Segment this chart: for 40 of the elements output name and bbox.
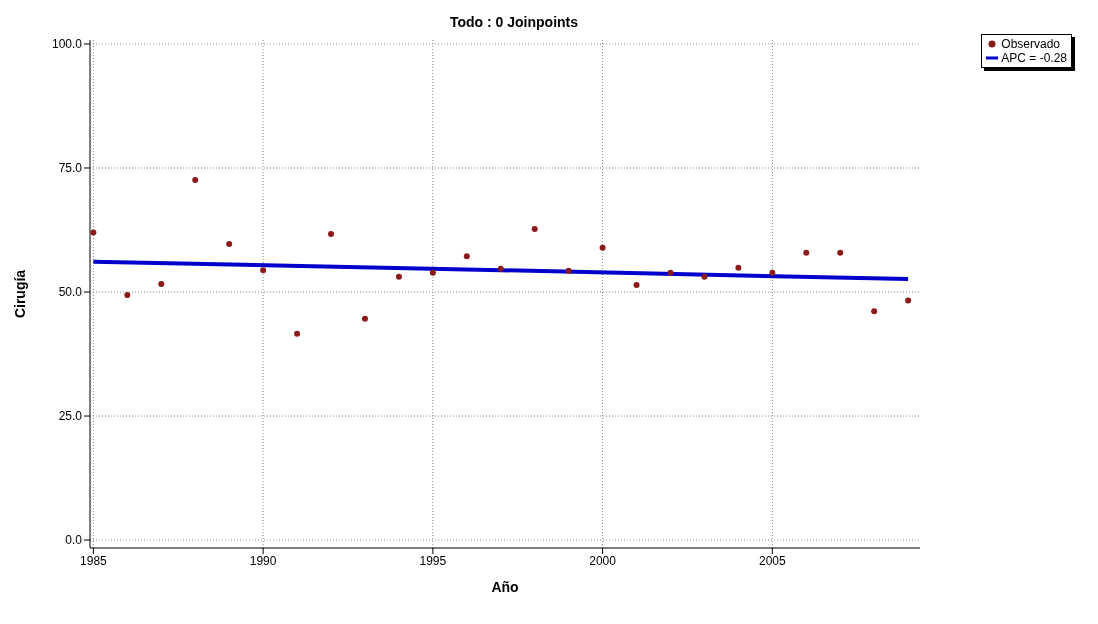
- y-tick-label: 50.0: [58, 285, 83, 300]
- point: [905, 297, 912, 304]
- x-axis-title: Año: [491, 579, 519, 595]
- y-tick-label: 75.0: [58, 161, 83, 176]
- point: [328, 230, 335, 237]
- legend-label: Observado: [1001, 37, 1060, 51]
- x-tick-label: 2005: [758, 553, 786, 568]
- point: [769, 269, 776, 276]
- point: [463, 253, 470, 260]
- y-tick-label: 25.0: [58, 409, 83, 424]
- point: [429, 269, 436, 276]
- point: [599, 244, 606, 251]
- legend-label: APC = -0.28: [1001, 51, 1067, 65]
- y-axis-title: Cirugía: [11, 269, 28, 319]
- point: [90, 229, 97, 236]
- point: [395, 273, 402, 280]
- point: [667, 269, 674, 276]
- point: [260, 267, 267, 274]
- x-tick-label: 1990: [249, 553, 277, 568]
- point: [871, 308, 878, 315]
- point: [565, 267, 572, 274]
- point: [633, 282, 640, 289]
- point: [124, 291, 131, 298]
- point: [226, 240, 233, 247]
- point: [803, 249, 810, 256]
- point: [361, 315, 368, 322]
- point: [735, 264, 742, 271]
- x-tick-label: 1985: [80, 553, 108, 568]
- point: [158, 281, 165, 288]
- x-tick-label: 1995: [419, 553, 447, 568]
- point: [701, 273, 708, 280]
- point: [192, 176, 199, 183]
- chart-title: Todo : 0 Joinpoints: [448, 14, 580, 30]
- point: [497, 265, 504, 272]
- x-tick-label: 2000: [589, 553, 617, 568]
- point: [294, 330, 301, 337]
- point: [531, 226, 538, 233]
- y-tick-label: 0.0: [65, 533, 83, 548]
- point: [837, 249, 844, 256]
- y-tick-label: 100.0: [51, 37, 83, 52]
